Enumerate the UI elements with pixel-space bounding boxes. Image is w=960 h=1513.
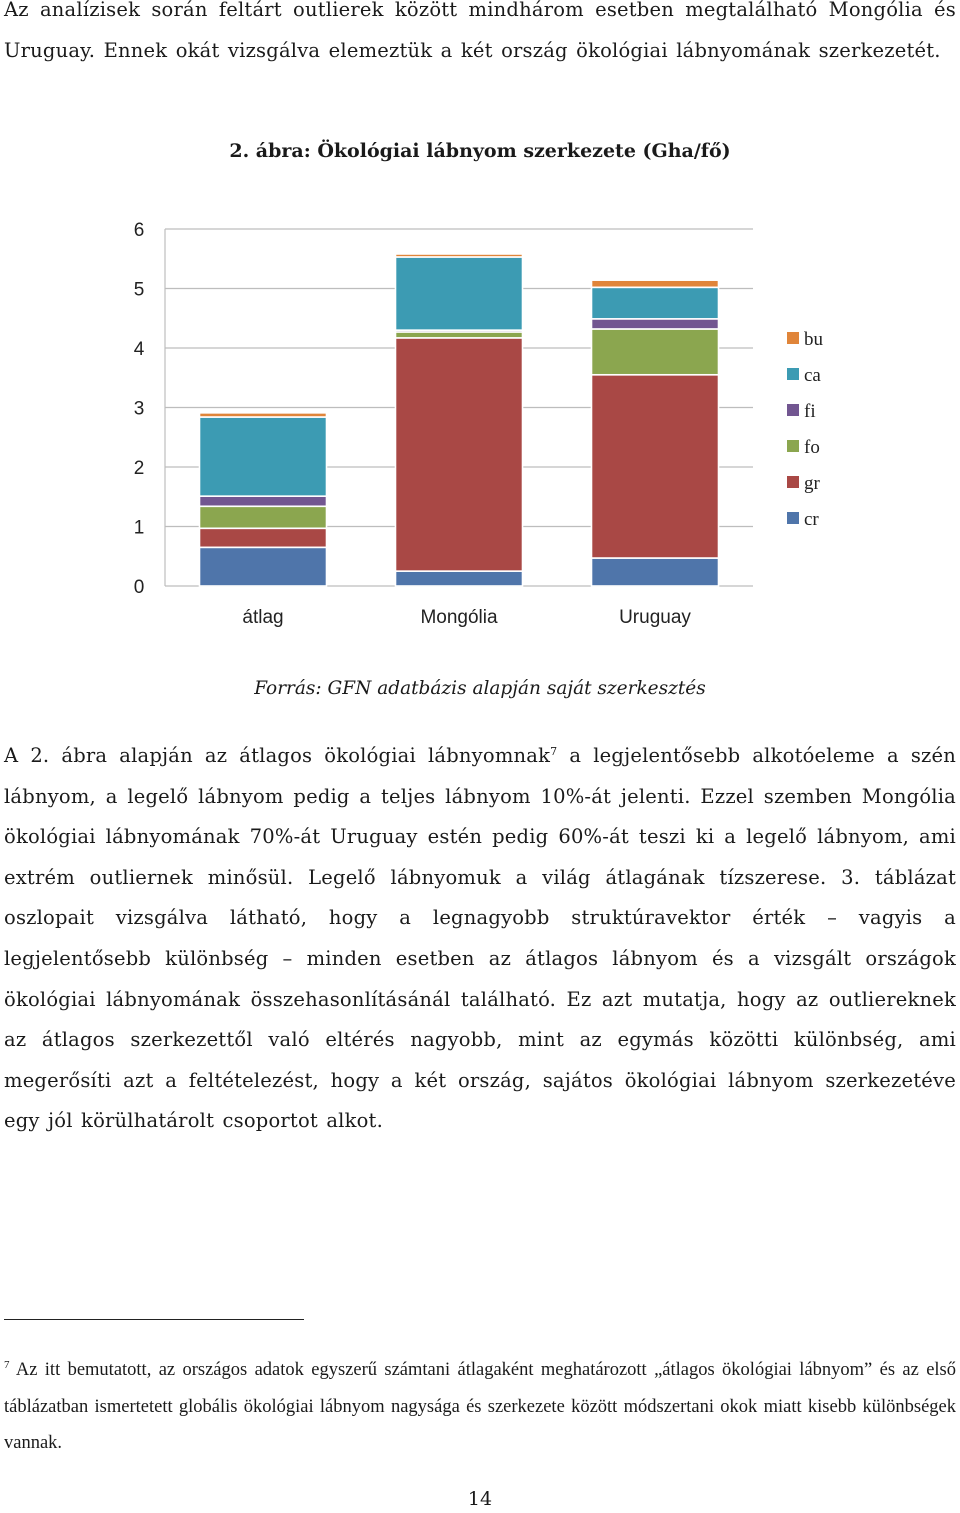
figure-source: Forrás: GFN adatbázis alapján saját szer…	[254, 678, 706, 699]
bar-segment-bu	[198, 412, 328, 418]
legend-swatch-cr	[787, 512, 799, 524]
stacked-bar-chart: 0 1 2 3 4 5 6 átlag Mongólia Uruguay bu ca fi fo gr cr	[134, 220, 824, 628]
legend-swatch-fi	[787, 404, 799, 416]
bar-segment-fi	[198, 495, 328, 508]
page-number: 14	[467, 1488, 493, 1510]
y-tick-label: 1	[134, 518, 145, 539]
legend-label-gr: gr	[804, 473, 821, 494]
bar-segment-ca	[590, 286, 720, 320]
footnote-mark: 7	[4, 1359, 10, 1371]
legend-swatch-bu	[787, 332, 799, 344]
bar-segment-cr	[590, 557, 720, 587]
legend-label-ca: ca	[804, 365, 821, 386]
legend-label-cr: cr	[804, 509, 819, 530]
bar-segment-fo	[394, 331, 524, 339]
legend-label-bu: bu	[804, 329, 824, 350]
x-tick-label: Uruguay	[619, 607, 691, 628]
legend-swatch-gr	[787, 476, 799, 488]
bar-segment-fo	[198, 505, 328, 530]
footnote: 7 Az itt bemutatott, az országos adatok …	[4, 1352, 956, 1462]
legend-swatch-ca	[787, 368, 799, 380]
main-paragraph: A 2. ábra alapján az átlagos ökológiai l…	[4, 736, 956, 1142]
y-tick-label: 6	[134, 220, 145, 241]
footnote-reference[interactable]: 7	[550, 745, 558, 758]
bar-segment-bu	[590, 279, 720, 289]
main-paragraph-text-start: A 2. ábra alapján az átlagos ökológiai l…	[4, 744, 551, 767]
x-tick-label: átlag	[242, 607, 283, 628]
y-tick-label: 4	[134, 339, 145, 360]
footnote-text: Az itt bemutatott, az országos adatok eg…	[4, 1360, 956, 1453]
bar-segment-gr	[394, 337, 524, 572]
bar-segment-cr	[198, 546, 328, 587]
bar-segment-fo	[590, 328, 720, 376]
bar-segment-cr	[394, 570, 524, 587]
bar-segment-fi	[590, 318, 720, 330]
y-tick-label: 5	[134, 280, 145, 301]
legend-label-fo: fo	[804, 437, 820, 458]
y-tick-label: 0	[134, 577, 145, 598]
legend-label-fi: fi	[804, 401, 816, 422]
bar-segment-ca	[198, 416, 328, 497]
bar-segment-gr	[590, 373, 720, 559]
figure-caption: 2. ábra: Ökológiai lábnyom szerkezete (G…	[229, 140, 731, 162]
main-paragraph-text-rest: a legjelentősebb alkotóeleme a szén lábn…	[4, 744, 956, 1133]
bar-segment-ca	[394, 256, 524, 331]
intro-paragraph: Az analízisek során feltárt outlierek kö…	[4, 0, 956, 62]
bar-segment-gr	[198, 527, 328, 549]
x-tick-label: Mongólia	[420, 607, 498, 628]
y-tick-label: 2	[134, 458, 145, 479]
legend-swatch-fo	[787, 440, 799, 452]
y-tick-label: 3	[134, 399, 145, 420]
footnote-separator	[4, 1319, 304, 1320]
bar-segment-bu	[394, 253, 524, 258]
